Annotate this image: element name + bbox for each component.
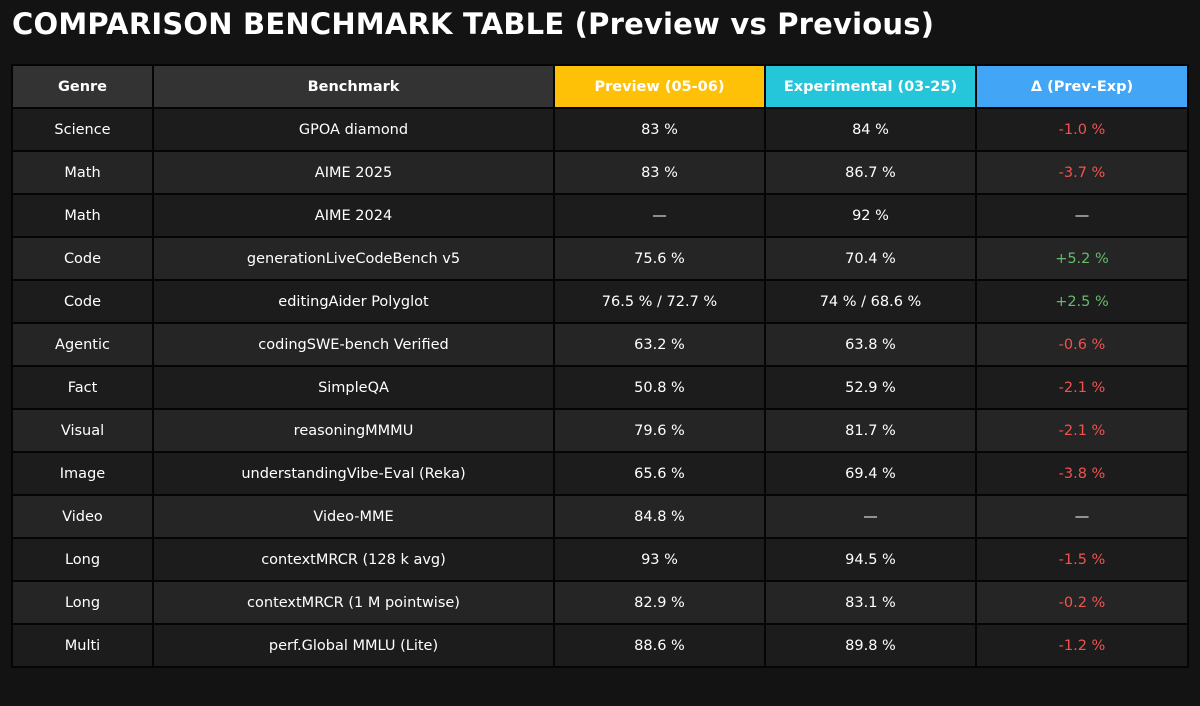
preview-value-cell: 79.6 %: [553, 408, 766, 453]
benchmark-table: Genre Benchmark Preview (05-06) Experime…: [11, 64, 1189, 668]
experimental-value-cell: 89.8 %: [764, 623, 977, 668]
benchmark-cell: contextMRCR (1 M pointwise): [152, 580, 555, 625]
header-preview: Preview (05-06): [553, 64, 766, 109]
delta-value-cell: +5.2 %: [975, 236, 1189, 281]
preview-value-cell: 65.6 %: [553, 451, 766, 496]
benchmark-cell: SimpleQA: [152, 365, 555, 410]
experimental-value-cell: 94.5 %: [764, 537, 977, 582]
experimental-value-cell: 81.7 %: [764, 408, 977, 453]
delta-value-cell: -0.6 %: [975, 322, 1189, 367]
experimental-value-cell: 63.8 %: [764, 322, 977, 367]
experimental-value-cell: —: [764, 494, 977, 539]
genre-cell: Image: [11, 451, 154, 496]
benchmark-cell: generationLiveCodeBench v5: [152, 236, 555, 281]
header-benchmark: Benchmark: [152, 64, 555, 109]
preview-value-cell: 83 %: [553, 107, 766, 152]
experimental-value-cell: 92 %: [764, 193, 977, 238]
preview-value-cell: —: [553, 193, 766, 238]
delta-value-cell: -3.7 %: [975, 150, 1189, 195]
genre-cell: Multi: [11, 623, 154, 668]
benchmark-cell: contextMRCR (128 k avg): [152, 537, 555, 582]
delta-value-cell: —: [975, 193, 1189, 238]
table-row: Image understandingVibe-Eval (Reka) 65.6 %…: [11, 451, 1189, 496]
genre-cell: Math: [11, 193, 154, 238]
table-header-row: Genre Benchmark Preview (05-06) Experime…: [11, 64, 1189, 109]
delta-value-cell: -3.8 %: [975, 451, 1189, 496]
delta-value-cell: -2.1 %: [975, 408, 1189, 453]
genre-cell: Code: [11, 279, 154, 324]
table-row: Long contextMRCR (1 M pointwise) 82.9 % 83.…: [11, 580, 1189, 625]
delta-value-cell: -0.2 %: [975, 580, 1189, 625]
preview-value-cell: 83 %: [553, 150, 766, 195]
genre-cell: Video: [11, 494, 154, 539]
experimental-value-cell: 52.9 %: [764, 365, 977, 410]
delta-value-cell: -1.0 %: [975, 107, 1189, 152]
benchmark-cell: Video-MME: [152, 494, 555, 539]
table-row: Long contextMRCR (128 k avg) 93 % 94.5 % -1.…: [11, 537, 1189, 582]
table-row: Visual reasoningMMMU 79.6 % 81.7 % -2.1 %: [11, 408, 1189, 453]
delta-value-cell: -1.5 %: [975, 537, 1189, 582]
experimental-value-cell: 69.4 %: [764, 451, 977, 496]
table-row: Agentic codingSWE-bench Verified 63.2 % 63.…: [11, 322, 1189, 367]
preview-value-cell: 50.8 %: [553, 365, 766, 410]
preview-value-cell: 63.2 %: [553, 322, 766, 367]
header-delta: Δ (Prev-Exp): [975, 64, 1189, 109]
table-row: Math AIME 2024—92 % —: [11, 193, 1189, 238]
experimental-value-cell: 86.7 %: [764, 150, 977, 195]
experimental-value-cell: 84 %: [764, 107, 977, 152]
table-row: Science GPOA diamond 83 % 84 % -1.0 %: [11, 107, 1189, 152]
benchmark-cell: reasoningMMMU: [152, 408, 555, 453]
preview-value-cell: 88.6 %: [553, 623, 766, 668]
preview-value-cell: 93 %: [553, 537, 766, 582]
table-body: Science GPOA diamond 83 % 84 % -1.0 % Math AIM…: [11, 107, 1189, 668]
preview-value-cell: 84.8 %: [553, 494, 766, 539]
experimental-value-cell: 74 % / 68.6 %: [764, 279, 977, 324]
genre-cell: Visual: [11, 408, 154, 453]
benchmark-cell: GPOA diamond: [152, 107, 555, 152]
header-experimental: Experimental (03-25): [764, 64, 977, 109]
genre-cell: Long: [11, 537, 154, 582]
genre-cell: Math: [11, 150, 154, 195]
genre-cell: Long: [11, 580, 154, 625]
genre-cell: Code: [11, 236, 154, 281]
preview-value-cell: 76.5 % / 72.7 %: [553, 279, 766, 324]
benchmark-cell: perf.Global MMLU (Lite): [152, 623, 555, 668]
delta-value-cell: -1.2 %: [975, 623, 1189, 668]
delta-value-cell: +2.5 %: [975, 279, 1189, 324]
genre-cell: Fact: [11, 365, 154, 410]
table-row: Code generationLiveCodeBench v5 75.6 % 70.4…: [11, 236, 1189, 281]
experimental-value-cell: 70.4 %: [764, 236, 977, 281]
benchmark-cell: AIME 2025: [152, 150, 555, 195]
preview-value-cell: 82.9 %: [553, 580, 766, 625]
benchmark-cell: AIME 2024: [152, 193, 555, 238]
delta-value-cell: —: [975, 494, 1189, 539]
benchmark-cell: editingAider Polyglot: [152, 279, 555, 324]
page-title: COMPARISON BENCHMARK TABLE (Preview vs P…: [12, 7, 935, 41]
table-row: Code editingAider Polyglot 76.5 % / 72.7 %…: [11, 279, 1189, 324]
table-row: Multi perf.Global MMLU (Lite) 88.6 % 89.8 %…: [11, 623, 1189, 668]
genre-cell: Agentic: [11, 322, 154, 367]
delta-value-cell: -2.1 %: [975, 365, 1189, 410]
benchmark-cell: understandingVibe-Eval (Reka): [152, 451, 555, 496]
header-genre: Genre: [11, 64, 154, 109]
genre-cell: Science: [11, 107, 154, 152]
table-row: Math AIME 2025 83 % 86.7 % -3.7 %: [11, 150, 1189, 195]
experimental-value-cell: 83.1 %: [764, 580, 977, 625]
table-row: Fact SimpleQA 50.8 % 52.9 % -2.1 %: [11, 365, 1189, 410]
table-row: Video Video-MME 84.8 % — —: [11, 494, 1189, 539]
benchmark-cell: codingSWE-bench Verified: [152, 322, 555, 367]
preview-value-cell: 75.6 %: [553, 236, 766, 281]
